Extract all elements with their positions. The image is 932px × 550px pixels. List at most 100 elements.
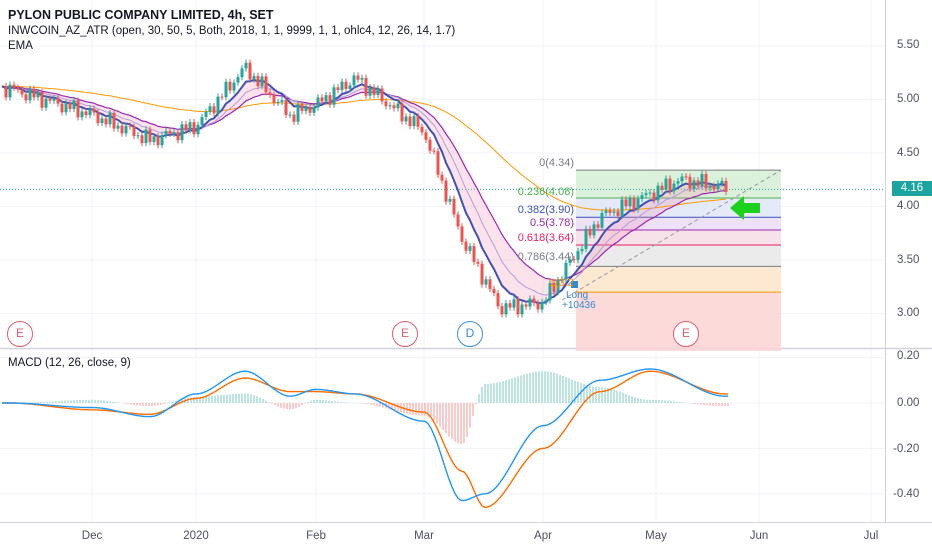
candle-body: [504, 303, 508, 315]
candle-body: [584, 228, 588, 249]
candle-body: [632, 198, 636, 210]
candle-body: [436, 151, 440, 175]
candle-body: [36, 92, 40, 98]
candle-body: [636, 198, 640, 210]
candle-body: [476, 261, 480, 264]
candle-body: [668, 178, 672, 192]
candle-body: [484, 279, 488, 285]
price-tick: 4.50: [897, 147, 920, 159]
candle-body: [240, 68, 244, 78]
candle-body: [120, 125, 124, 134]
candle-body: [576, 251, 580, 260]
earnings-event-marker[interactable]: E: [673, 321, 699, 347]
candle-body: [656, 185, 660, 201]
candle-body: [612, 211, 616, 213]
candle-body: [128, 125, 132, 127]
macd-legend[interactable]: MACD (12, 26, close, 9): [8, 357, 131, 369]
price-tick: 3.00: [897, 307, 920, 319]
fib-zone: [576, 217, 781, 231]
price-tick: 5.00: [897, 93, 920, 105]
fib-trend-line: [561, 169, 782, 301]
candle-body: [336, 87, 340, 91]
candle-body: [308, 106, 312, 113]
candle-body: [564, 262, 568, 280]
candle-body: [20, 89, 24, 95]
time-tick: May: [645, 530, 667, 542]
candle-body: [208, 106, 212, 112]
candle-body: [552, 283, 556, 293]
candle-body: [292, 114, 296, 122]
candle-body: [268, 92, 272, 95]
candle-body: [472, 246, 476, 262]
candle-body: [672, 183, 676, 192]
candle-body: [548, 283, 552, 301]
candle-body: [608, 210, 612, 213]
candle-body: [320, 97, 324, 102]
macd-signal-line: [2, 370, 728, 509]
candle-body: [712, 185, 716, 190]
candle-body: [316, 97, 320, 108]
price-tick: 5.50: [897, 39, 920, 51]
candle-body: [524, 304, 528, 307]
candle-body: [56, 98, 60, 104]
candle-body: [372, 87, 376, 96]
candle-body: [8, 84, 12, 98]
candle-body: [696, 180, 700, 187]
candle-body: [44, 98, 48, 108]
candle-body: [700, 174, 704, 187]
candle-body: [32, 88, 36, 98]
fib-label-05: 0.5(3.78): [529, 217, 574, 229]
candle-body: [592, 224, 596, 236]
candle-body: [48, 98, 52, 101]
price-tick: 4.00: [897, 200, 920, 212]
candle-body: [80, 111, 84, 118]
candle-body: [200, 117, 204, 125]
candle-body: [64, 103, 68, 113]
macd-tick: -0.40: [893, 488, 920, 500]
candle-body: [352, 75, 356, 86]
candle-body: [572, 259, 576, 261]
candle-body: [28, 88, 32, 101]
candle-body: [456, 214, 460, 227]
candle-body: [556, 279, 560, 293]
candle-body: [216, 96, 220, 114]
candle-body: [244, 62, 248, 69]
indicator-legend[interactable]: INWCOIN_AZ_ATR (open, 30, 50, 5, Both, 2…: [8, 25, 456, 37]
candle-body: [408, 116, 412, 127]
candle-body: [284, 100, 288, 115]
candle-body: [384, 101, 388, 107]
candle-body: [392, 105, 396, 109]
dividend-event-marker[interactable]: D: [457, 321, 483, 347]
candle-body: [348, 85, 352, 89]
candle-body: [644, 193, 648, 196]
macd-tick: 0.00: [897, 397, 920, 409]
candle-body: [96, 112, 100, 123]
candle-body: [544, 300, 548, 302]
candle-body: [664, 178, 668, 190]
earnings-event-marker[interactable]: E: [392, 321, 418, 347]
candle-body: [580, 248, 584, 252]
long-signal-value: +10436: [562, 300, 596, 311]
ema-fast-line: [1, 78, 727, 305]
candle-body: [152, 136, 156, 143]
candle-body: [360, 77, 364, 80]
candle-body: [380, 88, 384, 102]
ema-legend[interactable]: EMA: [8, 40, 33, 52]
candle-body: [224, 81, 228, 98]
time-tick: 2020: [183, 530, 209, 542]
candle-body: [560, 279, 564, 281]
macd-line: [2, 368, 728, 502]
candle-body: [232, 82, 236, 91]
candle-body: [280, 100, 284, 102]
candle-body: [480, 263, 484, 285]
candle-body: [92, 108, 96, 113]
candle-body: [660, 185, 664, 190]
earnings-event-marker[interactable]: E: [7, 321, 33, 347]
candle-body: [388, 105, 392, 107]
candle-body: [276, 101, 280, 103]
candle-body: [196, 124, 200, 135]
candle-body: [532, 298, 536, 304]
candle-body: [460, 226, 464, 242]
